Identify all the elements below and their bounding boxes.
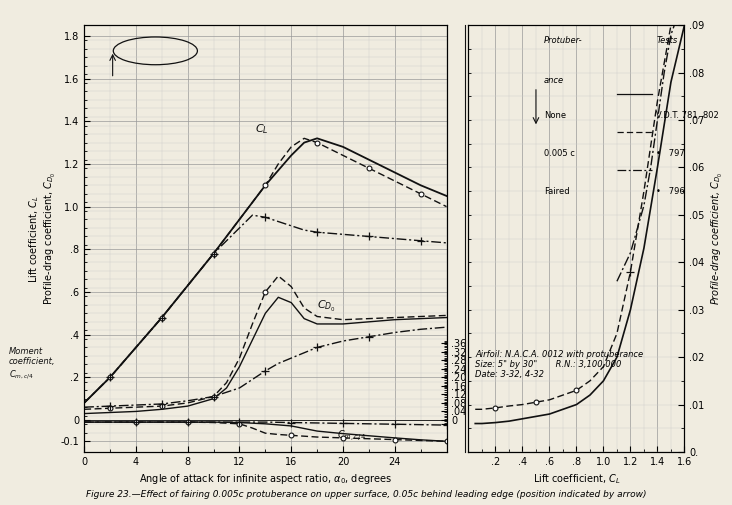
Text: Moment
coefficient,
$C_{m,c/4}$: Moment coefficient, $C_{m,c/4}$ — [9, 346, 56, 381]
Text: •   796: • 796 — [657, 187, 685, 196]
Y-axis label: Profile-drag coefficient, $C_{D_0}$: Profile-drag coefficient, $C_{D_0}$ — [710, 172, 725, 306]
X-axis label: Angle of attack for infinite aspect ratio, $\alpha_0$, degrees: Angle of attack for infinite aspect rati… — [139, 472, 392, 486]
X-axis label: Lift coefficient, $C_L$: Lift coefficient, $C_L$ — [533, 472, 620, 486]
Text: •   797: • 797 — [657, 149, 685, 158]
Text: Faired: Faired — [544, 187, 569, 196]
Text: ance: ance — [544, 76, 564, 85]
Text: $C_{m,c/4}$: $C_{m,c/4}$ — [337, 428, 365, 443]
Text: None: None — [544, 111, 566, 120]
Text: V.D.T. 781, 802: V.D.T. 781, 802 — [657, 111, 719, 120]
Text: $C_{D_0}$: $C_{D_0}$ — [317, 299, 336, 314]
Text: Tests: Tests — [657, 36, 678, 45]
Text: Protuber-: Protuber- — [544, 36, 583, 45]
Text: $C_L$: $C_L$ — [255, 122, 269, 136]
Text: 0.005 c: 0.005 c — [544, 149, 575, 158]
Text: Figure 23.—Effect of fairing 0.005c protuberance on upper surface, 0.05c behind : Figure 23.—Effect of fairing 0.005c prot… — [86, 490, 646, 499]
Y-axis label: Lift coefficient, $C_L$
Profile-drag coefficient, $C_{D_0}$: Lift coefficient, $C_L$ Profile-drag coe… — [27, 172, 58, 306]
Text: Airfoil: N.A.C.A. 0012 with protuberance
Size: 5" by 30"       R.N.: 3,100,000
D: Airfoil: N.A.C.A. 0012 with protuberance… — [475, 349, 643, 379]
